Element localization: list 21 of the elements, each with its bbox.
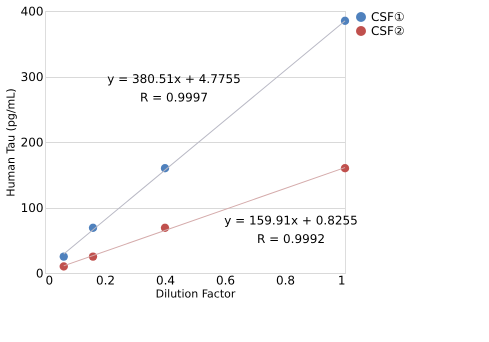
legend-label: CSF① bbox=[371, 10, 405, 24]
y-axis-title: Human Tau (pg/mL) bbox=[4, 88, 18, 197]
x-axis-title: Dilution Factor bbox=[156, 288, 236, 300]
annotation: R = 0.9992 bbox=[256, 232, 326, 246]
x-tick-label: 0.8 bbox=[276, 274, 296, 288]
annotation: R = 0.9997 bbox=[140, 90, 208, 104]
y-tick-label: 400 bbox=[20, 4, 44, 18]
point bbox=[60, 262, 68, 271]
x-tick-label: 0.2 bbox=[96, 274, 116, 288]
x-tick-label: 0.4 bbox=[156, 274, 176, 288]
legend-label: CSF② bbox=[371, 24, 405, 38]
y-tick-label: 100 bbox=[20, 201, 44, 215]
x-tick-label: 0 bbox=[46, 274, 54, 288]
y-tick-label: 300 bbox=[20, 70, 44, 84]
point bbox=[340, 16, 350, 25]
y-tick-label: 200 bbox=[20, 136, 44, 150]
x-tick-label: 0.6 bbox=[216, 274, 236, 288]
annotation: y = 380.51x + 4.7755 bbox=[107, 72, 241, 86]
annotation: y = 159.91x + 0.8255 bbox=[224, 214, 358, 228]
x-tick-label: 1 bbox=[338, 274, 346, 288]
point bbox=[60, 252, 68, 261]
